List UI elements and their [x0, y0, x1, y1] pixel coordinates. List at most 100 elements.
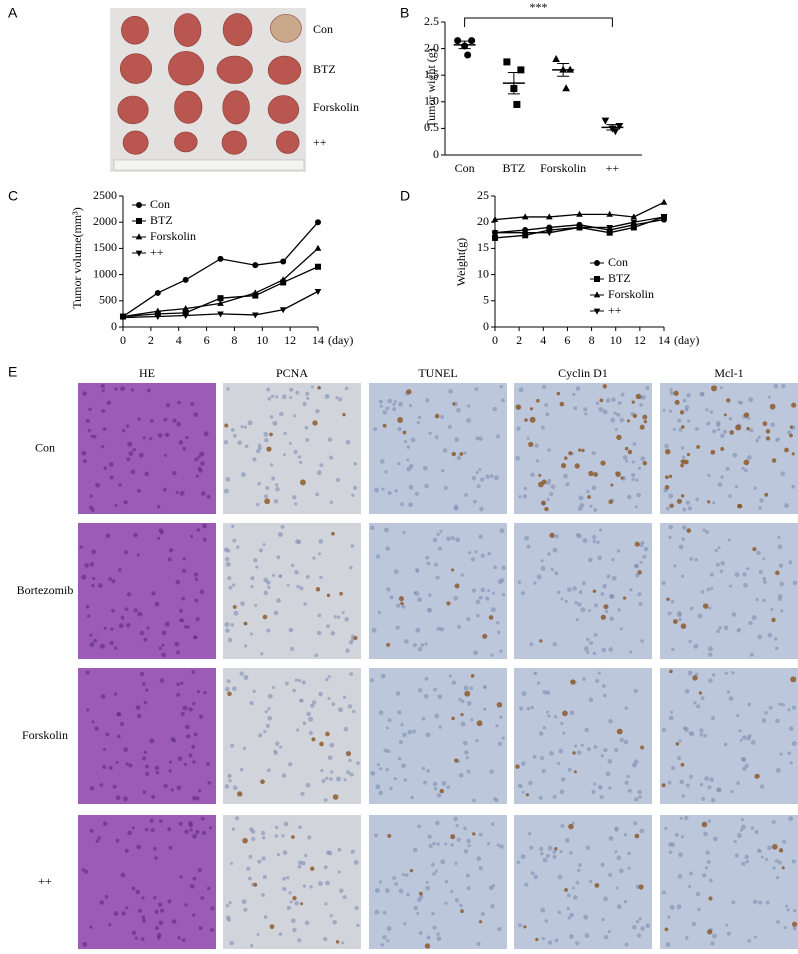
marker [491, 230, 499, 237]
cell [483, 707, 487, 711]
marker [154, 289, 161, 296]
cell [749, 652, 754, 657]
cell [181, 568, 187, 573]
cell [417, 824, 422, 829]
cell [198, 926, 203, 931]
cell [300, 791, 305, 796]
cell [272, 420, 278, 426]
cell [684, 815, 689, 821]
marker [606, 210, 613, 217]
cell [704, 776, 710, 782]
cell [95, 839, 100, 844]
cell [91, 576, 96, 581]
cell [475, 599, 481, 605]
cell [708, 646, 713, 652]
x-tick-label: 10 [256, 333, 268, 347]
stained-cell [237, 791, 243, 797]
cell [594, 603, 599, 608]
cell [670, 710, 674, 714]
cell [547, 714, 551, 718]
cell [576, 750, 582, 755]
cell [275, 741, 280, 746]
y-tick-label: 2.0 [424, 40, 439, 54]
cell [267, 585, 271, 589]
cell [736, 832, 742, 838]
cell [190, 535, 194, 539]
cell [442, 448, 448, 453]
cell [747, 416, 751, 420]
stained-cell [541, 500, 546, 506]
panel-label: B [400, 5, 409, 21]
cell [168, 769, 172, 773]
cell [380, 943, 385, 947]
cell [142, 790, 147, 794]
cell [627, 851, 631, 856]
cell [775, 646, 779, 651]
panel-label: A [8, 5, 18, 21]
stained-cell [600, 460, 606, 466]
y-tick-label: 1500 [93, 240, 117, 254]
cell [728, 416, 733, 421]
marker [217, 295, 224, 302]
stained-cell [642, 414, 648, 420]
cell [608, 718, 613, 724]
cell [305, 575, 310, 579]
cell [403, 639, 409, 644]
stained-cell [791, 452, 795, 456]
cell [260, 830, 266, 836]
cell [743, 582, 748, 588]
cell [189, 883, 195, 889]
cell [680, 446, 685, 450]
cell [403, 922, 407, 926]
cell [751, 615, 757, 621]
cell [480, 553, 485, 558]
cell [591, 789, 596, 795]
stained-cell [544, 506, 549, 512]
cell [349, 772, 354, 777]
y-tick-label: 20 [477, 214, 489, 228]
cell [308, 716, 314, 722]
cell [542, 690, 547, 695]
cell [386, 939, 390, 943]
cell [243, 425, 248, 429]
cell [780, 471, 785, 476]
tumor [267, 95, 300, 124]
cell [696, 704, 701, 709]
y-tick-label: 1.5 [424, 67, 439, 81]
marker [119, 315, 127, 322]
cell [267, 693, 273, 699]
cell [468, 551, 472, 555]
column-header: HE [139, 366, 155, 380]
cell [470, 718, 474, 722]
cell [274, 825, 279, 829]
cell [154, 856, 158, 860]
cell [95, 482, 100, 488]
cell [559, 849, 563, 854]
cell [349, 565, 353, 570]
cell [550, 484, 556, 489]
cell [170, 788, 174, 792]
cell [403, 778, 407, 782]
marker [252, 312, 259, 319]
cell [602, 409, 608, 415]
cell [599, 528, 603, 532]
cell [518, 387, 524, 393]
cell [716, 787, 721, 793]
cell [305, 437, 310, 442]
cell [231, 524, 235, 528]
y-tick-label: 2500 [93, 188, 117, 202]
cell [569, 912, 574, 918]
cell [256, 932, 260, 936]
cell [582, 538, 588, 543]
stained-cell [317, 386, 321, 390]
stained-cell [515, 404, 521, 410]
x-tick-label: 2 [148, 333, 154, 347]
cell [280, 524, 285, 529]
cell [123, 796, 128, 802]
cell [85, 670, 90, 675]
cell [266, 628, 271, 633]
cell [770, 607, 774, 611]
cell [116, 712, 121, 717]
stained-cell [752, 547, 757, 552]
cell [302, 401, 307, 407]
